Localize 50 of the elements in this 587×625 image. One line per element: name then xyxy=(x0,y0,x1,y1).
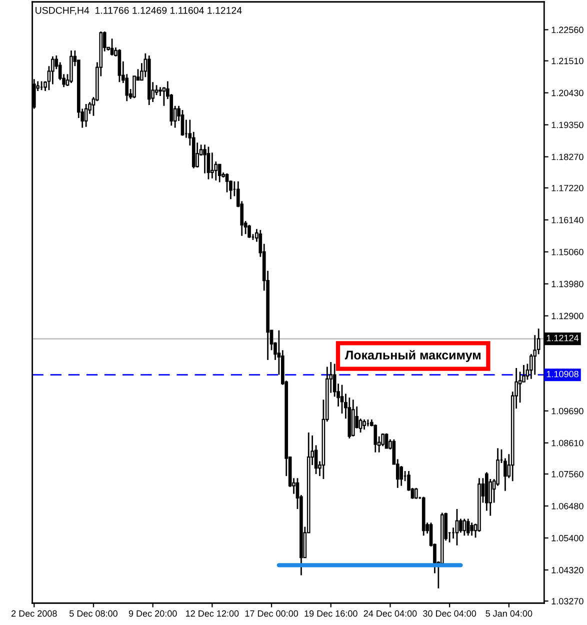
y-tick-label: 1.06480 xyxy=(552,502,584,510)
candlestick xyxy=(400,465,404,487)
annotation: Локальный максимум xyxy=(344,350,480,362)
y-tick-label: 1.22560 xyxy=(552,26,584,34)
candlestick xyxy=(470,522,474,536)
y-tick-label: 1.20430 xyxy=(552,90,584,96)
candlestick xyxy=(384,432,388,449)
x-tick-label: 19 Dec 16:00 xyxy=(304,610,358,617)
candlestick xyxy=(414,487,418,500)
y-tick-label: 1.15060 xyxy=(552,248,584,256)
candlestick xyxy=(362,418,366,430)
candlestick xyxy=(110,38,114,56)
x-tick-label: 30 Dec 04:00 xyxy=(423,610,476,617)
x-tick-label: 17 Dec 00:00 xyxy=(245,610,298,617)
x-tick-label: 9 Dec 20:00 xyxy=(128,610,177,617)
y-tick-label: 1.13980 xyxy=(552,280,584,288)
y-tick-label: 1.03270 xyxy=(552,598,584,604)
x-tick-label: 24 Dec 04:00 xyxy=(364,610,417,617)
y-tick-label: 1.18270 xyxy=(552,154,584,160)
candlestick xyxy=(218,164,222,183)
y-tick-label: 1.16140 xyxy=(552,216,584,224)
y-tick-label: 1.19350 xyxy=(552,122,584,128)
y-tick-label: 1.05400 xyxy=(552,534,584,542)
chart-title: USDCHF,H4 1.11766 1.12469 1.11604 1.12124 xyxy=(36,6,242,15)
candlestick xyxy=(154,84,158,96)
x-tick-label: 5 Dec 08:00 xyxy=(70,610,118,617)
candlestick xyxy=(84,103,88,128)
x-tick-label: 2 Dec 2008 xyxy=(12,610,57,617)
candlestick xyxy=(466,518,470,536)
y-tick-label: 1.12900 xyxy=(552,312,584,320)
ref-line-label: 1.10908 xyxy=(546,370,578,378)
y-tick-label: 1.21510 xyxy=(552,58,584,64)
y-tick-label: 1.17220 xyxy=(552,184,584,192)
y-tick-label: 1.04320 xyxy=(552,566,584,574)
candlestick xyxy=(180,109,184,136)
candlestick xyxy=(455,508,459,546)
candlestick xyxy=(196,142,200,168)
x-tick-label: 5 Jan 04:00 xyxy=(486,610,532,617)
y-tick-label: 1.08610 xyxy=(552,440,584,446)
y-tick-label: 1.07560 xyxy=(552,470,584,478)
candlestick xyxy=(248,224,251,239)
candlestick xyxy=(462,518,466,536)
candlestick xyxy=(340,384,344,414)
candlestick xyxy=(206,146,210,180)
ref-line-label: 1.12124 xyxy=(546,334,579,342)
y-tick-label: 1.09690 xyxy=(552,408,584,414)
candlestick xyxy=(374,424,378,454)
candlestick xyxy=(459,518,462,534)
candlestick xyxy=(210,152,214,180)
x-tick-label: 12 Dec 12:00 xyxy=(186,610,239,617)
